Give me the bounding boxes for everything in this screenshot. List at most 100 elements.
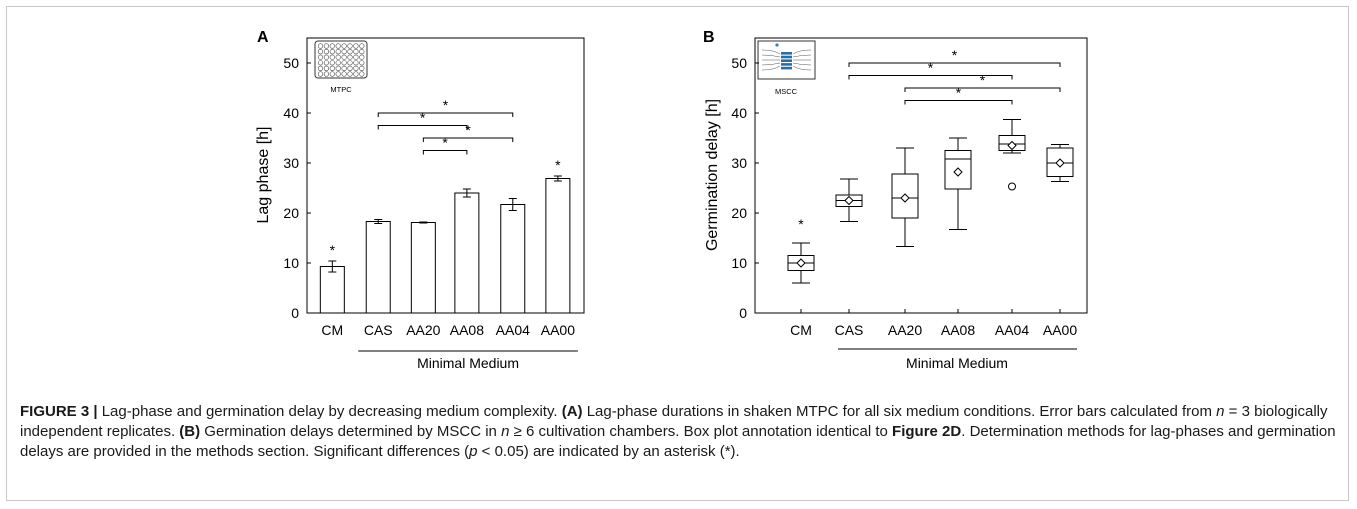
- caption-n-var-1: n: [1216, 403, 1225, 420]
- plate-well: [347, 48, 353, 55]
- mtpc-plate-icon: MTPC: [314, 40, 368, 94]
- panel-b-significance-bracket: [904, 87, 1061, 92]
- panel-a-x-tick-label: AA08: [450, 322, 484, 338]
- panel-a-chart: A Lag phase [h] MTPC 0 10 20 30 40 50 CM CAS AA2…: [255, 29, 585, 371]
- panel-a-x-tick-label: AA00: [541, 322, 575, 338]
- plate-well: [329, 54, 335, 60]
- panel-b-y-tick-label: 30: [731, 155, 747, 171]
- panel-b-bracket-asterisk: *: [980, 72, 986, 88]
- plate-well: [341, 54, 347, 60]
- panel-a-error-bar: [374, 219, 383, 224]
- panel-b-x-tick-label: CM: [790, 322, 812, 338]
- plate-well: [359, 71, 365, 77]
- figure-frame: [6, 6, 1349, 501]
- caption-text-1: Lag-phase and germination delay by decre…: [97, 403, 562, 420]
- panel-a-y-tick-label: 0: [291, 305, 299, 321]
- plate-well: [317, 43, 324, 49]
- panel-a-error-bar: [462, 188, 471, 198]
- plate-well: [335, 43, 341, 49]
- plate-well: [353, 71, 359, 77]
- panel-b-significance-bracket: [904, 100, 1013, 105]
- panel-b-x-tick-label: AA20: [888, 322, 922, 338]
- caption-a-label: (A): [561, 403, 583, 420]
- plate-well: [317, 65, 324, 71]
- plate-well: [329, 60, 335, 66]
- figure-canvas: A Lag phase [h] MTPC 0 10 20 30 40 50 CM CAS AA2…: [255, 29, 1088, 371]
- plate-well: [341, 65, 347, 71]
- panel-a-error-bar: [508, 198, 517, 211]
- panel-b-x-tick-label: AA00: [1043, 322, 1077, 338]
- plate-well: [359, 43, 365, 49]
- mtpc-inset-label: MTPC: [330, 85, 352, 94]
- plate-well: [359, 65, 365, 71]
- plate-well: [329, 43, 335, 49]
- panel-a-significance-bracket: [422, 150, 468, 155]
- panel-a-bar-cm: [319, 266, 345, 314]
- panel-b-significance-bracket: [848, 75, 1013, 80]
- plate-well: [359, 60, 365, 66]
- panel-b-chart: B Germination delay [h] MSCC 0 10 20 30 40 50…: [703, 29, 1088, 371]
- panel-a-bar-asterisk: *: [555, 157, 561, 173]
- plate-well: [353, 60, 359, 66]
- caption-figure-ref[interactable]: Figure 2D: [892, 423, 962, 440]
- panel-a-error-bar: [328, 260, 337, 273]
- panel-a-bracket-asterisk: *: [443, 97, 449, 113]
- plate-well: [323, 60, 330, 66]
- plate-well: [335, 71, 341, 77]
- panel-a-bracket-asterisk: *: [420, 110, 426, 126]
- panel-a-x-tick-label: AA04: [496, 322, 530, 338]
- plate-well: [317, 60, 324, 66]
- panel-b-x-tick-label: AA04: [995, 322, 1029, 338]
- panel-a-bar-aa04: [500, 204, 526, 314]
- panel-a-bar-aa00: [545, 178, 571, 314]
- caption-text-7: < 0.05) are indicated by an asterisk (*)…: [477, 443, 740, 460]
- caption-n-var-2: n: [501, 423, 510, 440]
- caption-text-2: Lag-phase durations in shaken MTPC for a…: [582, 403, 1217, 420]
- plate-well: [335, 65, 341, 71]
- panel-b-mean-marker: [900, 193, 910, 203]
- panel-a-x-tick-label: CAS: [364, 322, 393, 338]
- plate-well: [323, 54, 330, 60]
- plate-well: [323, 65, 330, 71]
- panel-b-y-tick-label: 50: [731, 55, 747, 71]
- panel-b-bracket-asterisk: *: [956, 85, 962, 101]
- panel-b-y-tick-label: 20: [731, 205, 747, 221]
- plate-well: [347, 43, 353, 49]
- panel-a-y-tick-label: 40: [283, 105, 299, 121]
- caption-figure-label: FIGURE 3 |: [20, 403, 98, 420]
- plate-well: [323, 48, 330, 55]
- panel-b-y-tick-label: 40: [731, 105, 747, 121]
- panel-a-bracket-asterisk: *: [465, 122, 471, 138]
- panel-b-y-tick-label: 10: [731, 255, 747, 271]
- plate-well: [347, 60, 353, 66]
- panel-a-significance-bracket: [377, 112, 514, 117]
- plate-well: [353, 43, 359, 49]
- plate-well: [323, 71, 330, 77]
- panel-a-significance-bracket: [377, 125, 468, 130]
- panel-a-y-tick-label: 50: [283, 55, 299, 71]
- panel-b-bracket-asterisk: *: [952, 47, 958, 63]
- caption-p-var: p: [469, 443, 478, 460]
- plate-well: [335, 54, 341, 60]
- panel-a-label: A: [257, 29, 269, 46]
- plate-well: [317, 54, 324, 60]
- caption-text-6: . Determination methods for lag-phases a…: [20, 423, 1336, 460]
- panel-b-mean-marker: [844, 195, 854, 206]
- panel-a-bar-asterisk: *: [330, 242, 336, 258]
- panel-b-x-tick-label: CAS: [835, 322, 864, 338]
- panel-a-error-bar: [419, 221, 428, 224]
- plate-well: [353, 48, 359, 55]
- plate-well: [347, 54, 353, 60]
- mscc-inset-label: MSCC: [775, 87, 798, 96]
- plate-well: [347, 65, 353, 71]
- panel-a-significance-bracket: [422, 137, 514, 142]
- plate-well: [329, 71, 335, 77]
- plate-well: [341, 43, 347, 49]
- panel-b-mean-marker: [796, 258, 806, 268]
- panel-a-x-tick-label: AA20: [406, 322, 440, 338]
- panel-a-y-tick-label: 30: [283, 155, 299, 171]
- panel-b-group-label: Minimal Medium: [906, 355, 1008, 371]
- panel-b-y-tick-label: 0: [739, 305, 747, 321]
- mscc-chip-icon: MSCC: [757, 40, 816, 96]
- panel-a-bar-aa08: [454, 192, 480, 314]
